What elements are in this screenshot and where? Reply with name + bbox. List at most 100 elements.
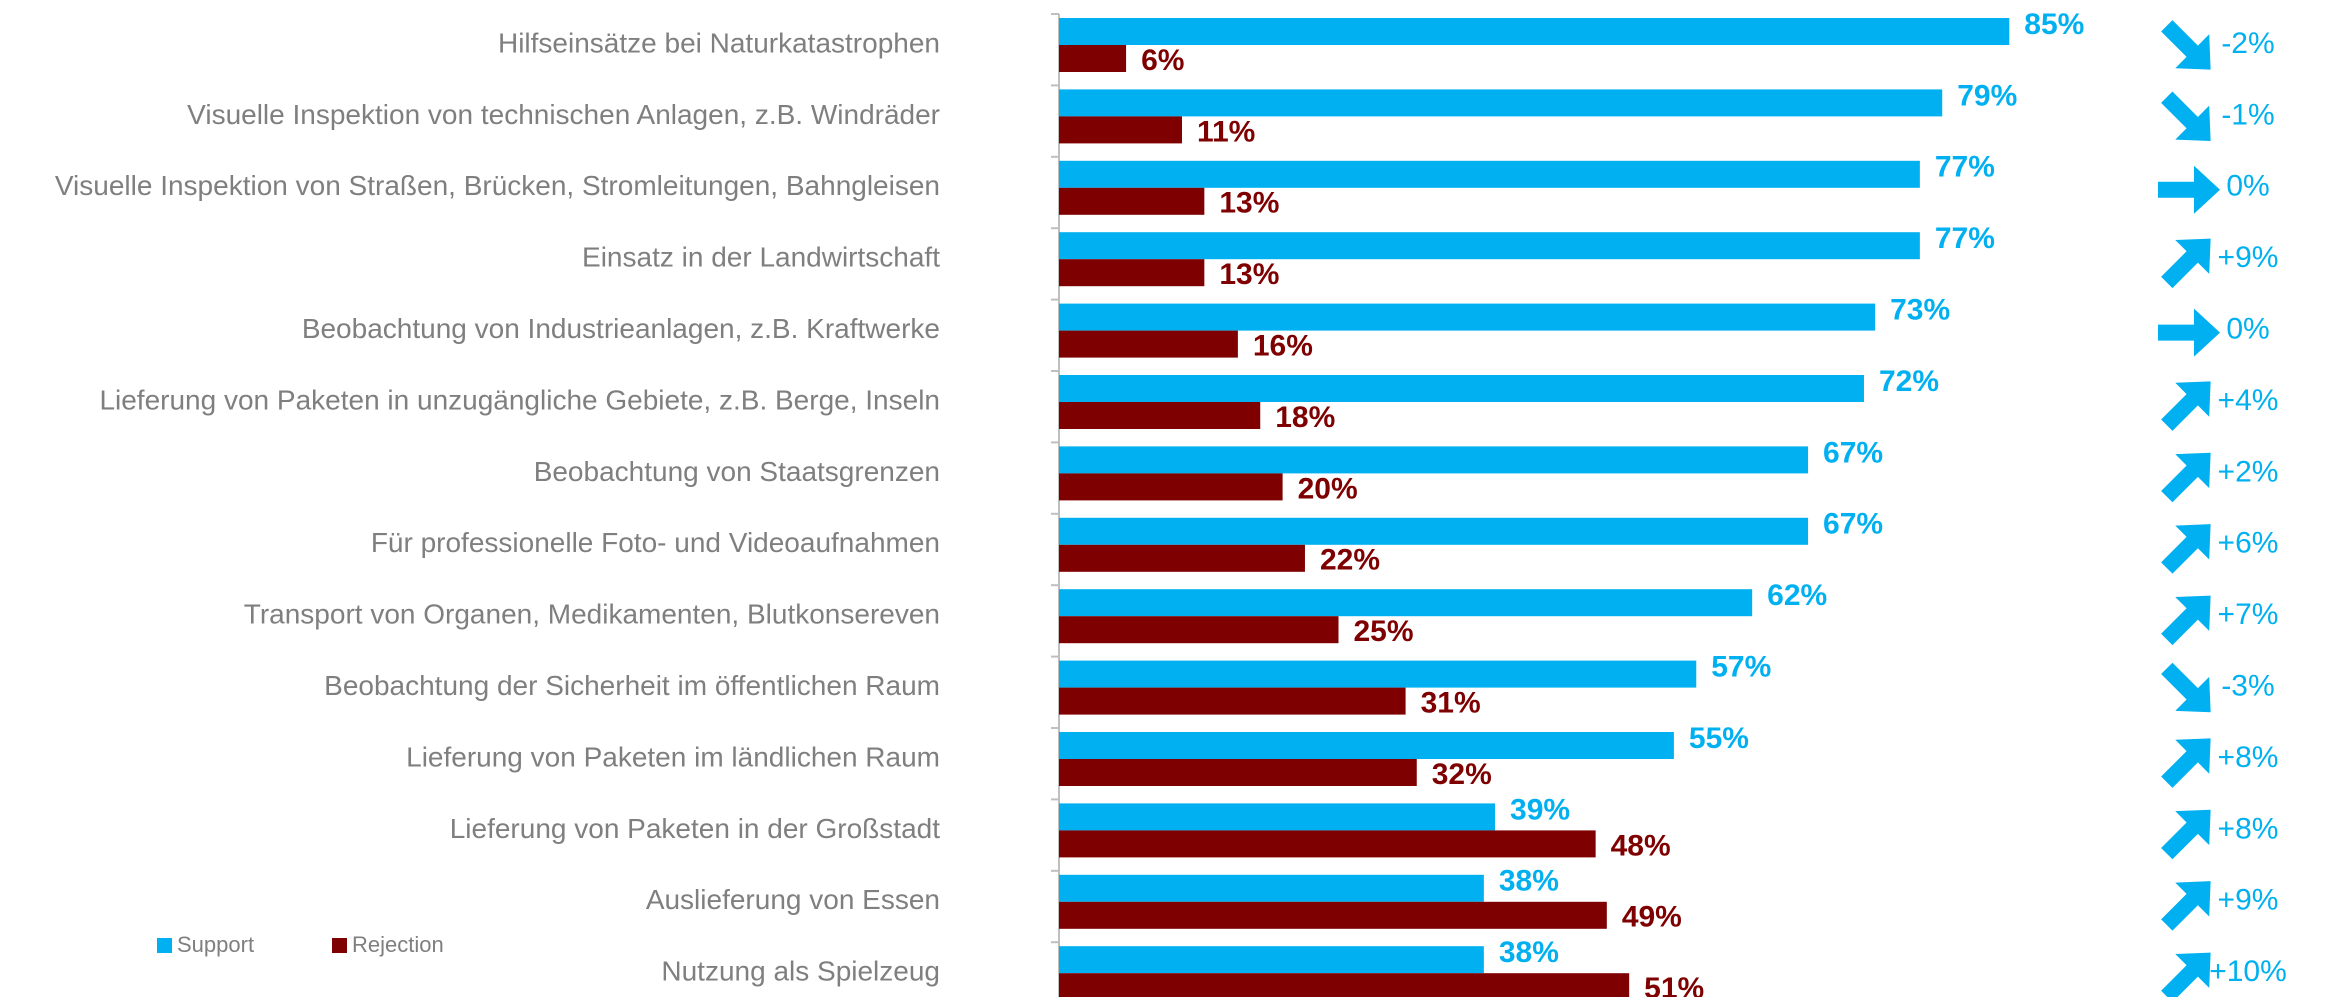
bar (1059, 402, 1261, 429)
trend-arrow (2161, 238, 2211, 289)
value-label: 13% (1219, 258, 1279, 291)
trend-arrow-group (2161, 381, 2211, 431)
value-label: 38% (1499, 865, 1559, 898)
trend-arrow-group (2161, 662, 2211, 713)
category-label: Für professionelle Foto- und Videoaufnah… (371, 527, 940, 558)
value-label: 20% (1298, 472, 1358, 505)
value-label: 11% (1197, 115, 1255, 148)
bar (1059, 259, 1205, 287)
change-label: +4% (2218, 384, 2279, 417)
value-label: 57% (1711, 651, 1771, 684)
change-label: 0% (2226, 170, 2269, 203)
trend-arrow-group (2161, 738, 2211, 788)
bar (1059, 830, 1596, 858)
bar (1059, 116, 1182, 144)
bar (1059, 616, 1339, 644)
change-label: 0% (2226, 313, 2269, 346)
bar (1059, 18, 2010, 45)
bar (1059, 517, 1809, 545)
value-label: 6% (1141, 44, 1184, 77)
bar (1059, 446, 1809, 474)
bar (1059, 732, 1674, 759)
value-label: 22% (1320, 544, 1380, 577)
value-label: 32% (1432, 758, 1492, 791)
value-label: 51% (1644, 972, 1704, 997)
category-label: Beobachtung von Staatsgrenzen (534, 456, 940, 487)
trend-arrow-group (2161, 595, 2211, 646)
change-label: +8% (2218, 741, 2279, 774)
bar (1059, 232, 1920, 260)
trend-arrow (2161, 381, 2211, 431)
category-label: Einsatz in der Landwirtschaft (582, 242, 940, 273)
legend-swatch (332, 938, 347, 953)
change-label: -3% (2221, 670, 2274, 703)
bar (1059, 759, 1417, 786)
value-label: 18% (1275, 401, 1335, 434)
trend-arrow (2158, 308, 2220, 357)
bar (1059, 589, 1753, 617)
trend-arrow (2161, 809, 2211, 860)
legend-swatch (157, 938, 172, 953)
change-label: -2% (2221, 27, 2274, 60)
bar (1059, 473, 1283, 501)
bar (1059, 187, 1205, 215)
bar (1059, 303, 1876, 331)
trend-arrow (2161, 595, 2211, 646)
value-label: 79% (1957, 79, 2017, 112)
trend-arrow-group (2161, 524, 2211, 574)
value-label: 25% (1354, 615, 1414, 648)
category-label: Visuelle Inspektion von technischen Anla… (187, 99, 940, 130)
category-label: Nutzung als Spielzeug (661, 956, 940, 987)
trend-arrow-group (2161, 91, 2211, 142)
change-label: -1% (2221, 98, 2274, 131)
trend-arrow (2158, 165, 2220, 214)
category-label: Visuelle Inspektion von Straßen, Brücken… (55, 170, 940, 201)
bar (1059, 874, 1484, 902)
category-label: Beobachtung der Sicherheit im öffentlich… (324, 670, 940, 701)
bar (1059, 375, 1864, 402)
value-label: 38% (1499, 936, 1559, 969)
bar (1059, 89, 1943, 117)
value-label: 31% (1421, 687, 1481, 720)
bar (1059, 660, 1697, 688)
value-label: 77% (1935, 222, 1995, 255)
change-label: +2% (2218, 455, 2279, 488)
value-label: 39% (1510, 793, 1570, 826)
bar (1059, 687, 1406, 715)
category-label: Lieferung von Paketen in der Großstadt (450, 813, 941, 844)
bar (1059, 901, 1607, 929)
category-label: Beobachtung von Industrieanlagen, z.B. K… (302, 313, 940, 344)
value-label: 13% (1219, 187, 1279, 220)
category-label: Transport von Organen, Medikamenten, Blu… (244, 599, 940, 630)
trend-arrow-group (2161, 809, 2211, 860)
trend-arrow (2161, 952, 2211, 997)
value-label: 85% (2024, 8, 2084, 41)
value-label: 73% (1890, 294, 1950, 327)
bar (1059, 544, 1305, 572)
change-label: +8% (2218, 812, 2279, 845)
trend-arrow-group (2158, 308, 2220, 357)
trend-arrow (2161, 738, 2211, 788)
trend-arrow (2161, 524, 2211, 574)
category-label: Lieferung von Paketen im ländlichen Raum (406, 741, 940, 772)
change-label: +9% (2218, 884, 2279, 917)
value-label: 67% (1823, 508, 1883, 541)
bar (1059, 973, 1630, 997)
bar (1059, 330, 1238, 358)
trend-arrow-group (2161, 238, 2211, 289)
change-label: +9% (2218, 241, 2279, 274)
trend-arrow (2161, 20, 2211, 70)
trend-arrow-group (2161, 452, 2211, 503)
value-label: 77% (1935, 151, 1995, 184)
value-label: 16% (1253, 330, 1313, 363)
trend-arrow-group (2161, 20, 2211, 70)
category-label: Auslieferung von Essen (646, 884, 940, 915)
value-label: 62% (1767, 579, 1827, 612)
value-label: 55% (1689, 722, 1749, 755)
value-label: 48% (1611, 829, 1671, 862)
bar (1059, 946, 1484, 974)
bar (1059, 803, 1496, 831)
bar (1059, 45, 1127, 72)
category-label: Lieferung von Paketen in unzugängliche G… (99, 384, 940, 415)
